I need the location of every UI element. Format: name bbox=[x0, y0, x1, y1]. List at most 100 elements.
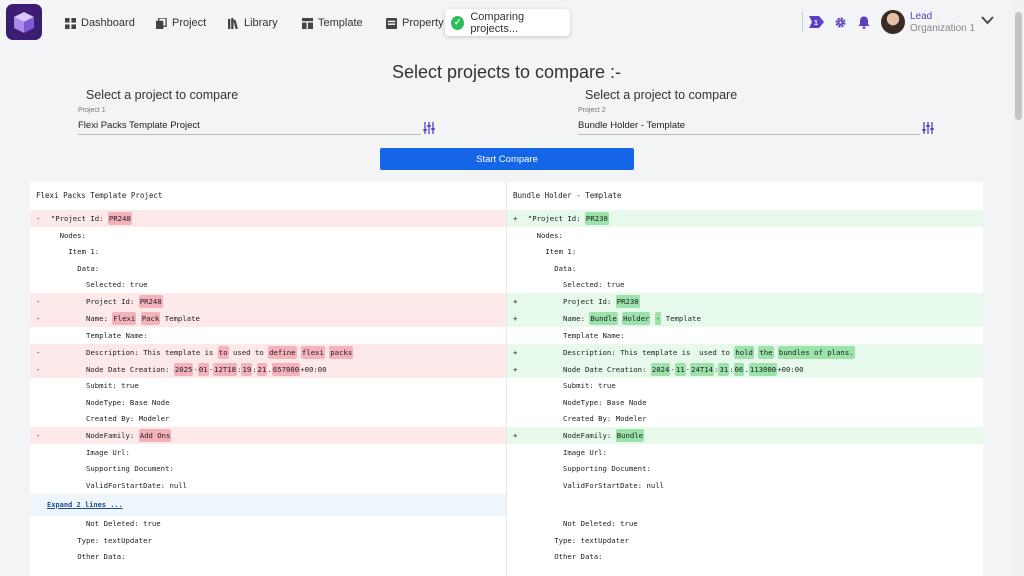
nav-template-label: Template bbox=[318, 17, 363, 29]
gear-icon[interactable] bbox=[832, 14, 848, 30]
diff-highlight: PR248 bbox=[138, 295, 163, 308]
diff-right-cell-added: + NodeFamily: Bundle bbox=[507, 427, 983, 444]
app-logo[interactable] bbox=[6, 4, 42, 40]
project-2-field[interactable]: Bundle Holder - Template bbox=[578, 117, 920, 135]
diff-row: Not Deleted: true Not Deleted: true bbox=[30, 516, 983, 533]
diff-text: Node Date Creation: bbox=[563, 364, 651, 374]
tune-icon[interactable] bbox=[922, 122, 934, 134]
diff-highlight: hold bbox=[734, 345, 754, 359]
diff-row: Submit: true Submit: true bbox=[30, 378, 983, 395]
nav-dashboard[interactable]: Dashboard bbox=[65, 15, 135, 31]
diff-text: Name: bbox=[563, 314, 590, 323]
diff-text: : bbox=[252, 364, 257, 374]
diff-text: NodeFamily: bbox=[563, 431, 616, 440]
nav-library-label: Library bbox=[244, 17, 278, 29]
added-marker: + bbox=[513, 314, 518, 323]
diff-text: +00:00 bbox=[300, 364, 327, 374]
select-left-title: Select a project to compare bbox=[86, 88, 239, 102]
project-1-field[interactable]: Flexi Packs Template Project bbox=[78, 117, 421, 135]
expand-lines-link[interactable]: Expand 2 lines ... bbox=[47, 500, 123, 509]
diff-text: Project Id: bbox=[86, 297, 139, 306]
diff-divider bbox=[506, 182, 507, 576]
diff-left-cell: Nodes: bbox=[30, 227, 506, 244]
diff-highlight: packs bbox=[329, 345, 354, 359]
diff-row: - Description: This template is to used t… bbox=[30, 343, 983, 361]
diff-row: Type: textUpdater Type: textUpdater bbox=[30, 532, 983, 549]
diff-right-cell-added: + Name: Bundle Holder - Template bbox=[507, 310, 983, 327]
diff-line-text: Nodes: bbox=[59, 230, 86, 240]
library-icon bbox=[228, 17, 238, 29]
bell-icon[interactable] bbox=[856, 14, 872, 30]
diff-right-cell: Supporting Document: bbox=[507, 461, 983, 478]
removed-marker: - bbox=[36, 314, 41, 323]
diff-row: Supporting Document: Supporting Document: bbox=[30, 461, 983, 478]
page-scrollbar[interactable] bbox=[1013, 0, 1024, 576]
diff-right-header: Bundle Holder - Template bbox=[513, 191, 622, 200]
diff-right-cell-added: + Description: This template is used to h… bbox=[507, 343, 983, 361]
nav-library[interactable]: Library bbox=[228, 15, 278, 31]
diff-line-text: Not Deleted: true bbox=[86, 519, 161, 529]
diff-highlight: 2024 bbox=[650, 362, 671, 376]
diff-line-text: Template Name: bbox=[86, 330, 148, 340]
diff-highlight: define bbox=[268, 345, 297, 359]
badge-icon[interactable]: 1 bbox=[808, 14, 824, 30]
nav-project[interactable]: Project bbox=[156, 15, 206, 31]
diff-text: Node Date Creation: bbox=[86, 364, 174, 374]
nav-dashboard-label: Dashboard bbox=[81, 17, 135, 29]
diff-row: - "Project Id: PR248 + "Project Id: PR230 bbox=[30, 210, 983, 227]
nav-property[interactable]: Property bbox=[386, 15, 444, 31]
diff-left-cell: Selected: true bbox=[30, 277, 506, 294]
page-title: Select projects to compare :- bbox=[391, 62, 622, 82]
diff-text: +00:00 bbox=[777, 364, 804, 374]
diff-right-cell bbox=[507, 494, 983, 516]
diff-line-text: Other Data: bbox=[554, 552, 603, 562]
avatar[interactable] bbox=[881, 10, 905, 34]
diff-right-cell: Item 1: bbox=[507, 244, 983, 261]
project-icon bbox=[156, 17, 167, 29]
diff-line-text: Nodes: bbox=[536, 230, 563, 240]
diff-line-text: Item 1: bbox=[545, 247, 577, 257]
diff-right-cell-added: + Project Id: PR230 bbox=[507, 293, 983, 310]
diff-line-text: Supporting Document: bbox=[86, 464, 174, 474]
comparing-toast: ✓ Comparing projects... bbox=[445, 9, 570, 36]
diff-right-cell: Template Name: bbox=[507, 327, 983, 344]
diff-highlight: PR230 bbox=[584, 212, 609, 225]
diff-text: Description: This template is bbox=[86, 347, 218, 357]
diff-left-cell: Type: textUpdater bbox=[30, 532, 506, 549]
diff-line-text: Selected: true bbox=[86, 280, 148, 290]
diff-highlight: 01 bbox=[197, 362, 209, 376]
chevron-down-icon[interactable] bbox=[981, 16, 994, 25]
diff-line-text: "Project Id: PR230 bbox=[528, 212, 609, 225]
diff-text: Description: This template is used to bbox=[563, 347, 735, 357]
diff-text: Name: bbox=[86, 314, 113, 323]
diff-highlight: - bbox=[654, 312, 662, 325]
diff-line-text: ValidForStartDate: null bbox=[86, 480, 188, 490]
project-2-label: Project 2 bbox=[578, 107, 606, 114]
diff-row: - NodeFamily: Add Ons + NodeFamily: Bundle bbox=[30, 427, 983, 444]
diff-left-header: Flexi Packs Template Project bbox=[36, 191, 163, 200]
diff-highlight: 657000 bbox=[271, 362, 301, 376]
start-compare-button[interactable]: Start Compare bbox=[380, 148, 634, 170]
diff-highlight: 11 bbox=[674, 362, 686, 376]
diff-right-cell: ValidForStartDate: null bbox=[507, 477, 983, 494]
scrollbar-thumb[interactable] bbox=[1015, 12, 1022, 120]
diff-highlight: PR230 bbox=[615, 295, 640, 308]
tune-icon[interactable] bbox=[423, 122, 435, 134]
diff-highlight: PR248 bbox=[107, 212, 132, 225]
user-organization: Organization 1 bbox=[910, 23, 976, 34]
property-icon bbox=[386, 17, 397, 29]
diff-line-text: Project Id: PR248 bbox=[86, 295, 163, 308]
project-1-label: Project 1 bbox=[78, 107, 106, 114]
diff-left-cell: Supporting Document: bbox=[30, 461, 506, 478]
diff-left-cell: Expand 2 lines ... bbox=[30, 493, 506, 516]
diff-text: : bbox=[237, 364, 242, 374]
diff-left-cell: Data: bbox=[30, 260, 506, 277]
template-icon bbox=[302, 17, 313, 29]
diff-text: . bbox=[267, 364, 272, 374]
nav-template[interactable]: Template bbox=[302, 15, 363, 31]
added-marker: + bbox=[513, 214, 518, 223]
diff-text: Project Id: bbox=[563, 297, 616, 306]
diff-text: : bbox=[714, 364, 719, 374]
diff-right-cell: Created By: Modeler bbox=[507, 411, 983, 428]
diff-row: NodeType: Base Node NodeType: Base Node bbox=[30, 394, 983, 411]
